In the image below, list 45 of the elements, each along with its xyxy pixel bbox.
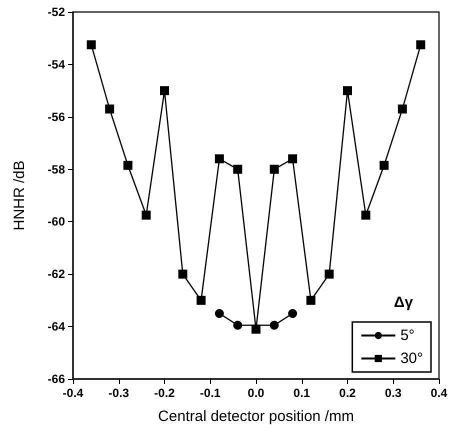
- y-tick-label: -56: [48, 110, 66, 124]
- point: [270, 320, 279, 330]
- x-tick-label: 0.1: [293, 386, 310, 400]
- point: [214, 308, 224, 318]
- x-tick-label: 0.0: [248, 386, 265, 400]
- y-tick-label: -54: [48, 57, 66, 72]
- y-tick-label: -60: [48, 214, 66, 229]
- point: [324, 270, 334, 279]
- x-tick-label: -0.2: [154, 386, 176, 400]
- x-tick-label: 0.3: [384, 386, 402, 400]
- point: [233, 164, 242, 174]
- y-tick-label: -62: [48, 267, 66, 282]
- point: [233, 320, 242, 330]
- point: [178, 270, 188, 279]
- point: [416, 40, 426, 50]
- point: [288, 308, 298, 318]
- point: [160, 86, 169, 96]
- point: [214, 154, 224, 164]
- y-tick-label: -52: [48, 5, 66, 19]
- y-tick-label: -64: [48, 320, 66, 334]
- y-axis-title: HNHR /dB: [11, 160, 28, 231]
- point: [306, 296, 316, 305]
- x-tick-label: 0.2: [339, 386, 356, 400]
- point: [105, 104, 114, 114]
- point: [361, 210, 370, 220]
- point: [343, 86, 352, 96]
- x-axis-title: Central detector position /mm: [158, 408, 354, 425]
- point: [196, 296, 206, 305]
- legend-label: 5°: [400, 327, 415, 344]
- point: [123, 160, 132, 170]
- point: [252, 324, 260, 334]
- point: [270, 164, 279, 174]
- legend-title: Δγ: [394, 294, 414, 311]
- x-tick-label: -0.3: [108, 386, 130, 400]
- point: [86, 40, 96, 50]
- point: [142, 210, 151, 220]
- y-tick-label: -58: [48, 162, 66, 176]
- y-tick-label: -66: [48, 372, 66, 386]
- point: [288, 154, 298, 164]
- point: [380, 160, 389, 170]
- legend-label: 30°: [400, 350, 424, 367]
- x-tick-label: -0.4: [62, 386, 84, 400]
- x-tick-label: -0.1: [200, 386, 221, 400]
- point: [398, 104, 407, 114]
- x-tick-label: 0.4: [430, 386, 448, 400]
